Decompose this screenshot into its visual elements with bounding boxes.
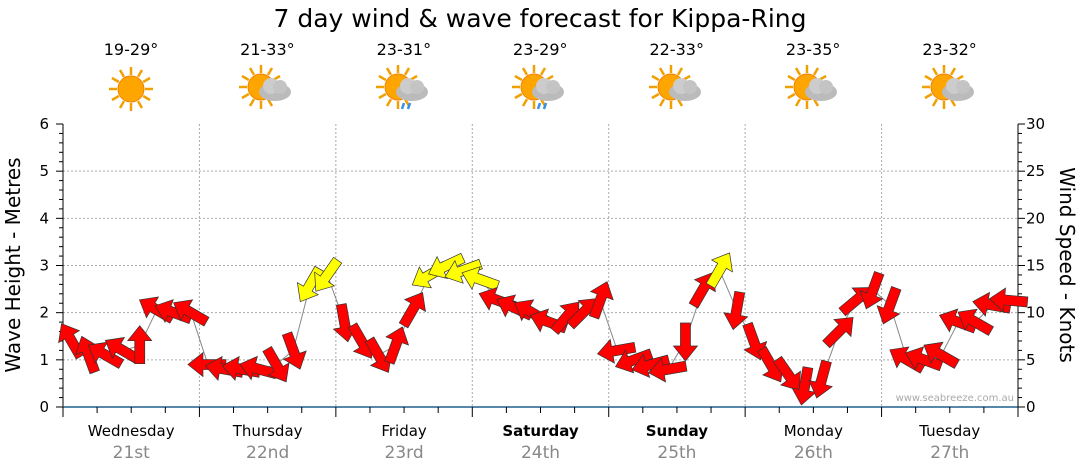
right-axis-title: Wind Speed - Knots: [1055, 167, 1079, 363]
left-tick-label: 5: [39, 162, 49, 180]
partly-cloudy-icon: [745, 65, 881, 113]
day-forecast: 23-31°: [336, 40, 472, 113]
left-tick-label: 6: [39, 115, 49, 133]
day-date-label: 21st: [113, 443, 150, 463]
chart-title: 7 day wind & wave forecast for Kippa-Rin…: [273, 4, 807, 33]
temperature-range: 23-32°: [922, 40, 977, 59]
temperature-range: 23-35°: [785, 40, 841, 59]
right-tick-label: 0: [1026, 398, 1036, 416]
right-tick-label: 25: [1026, 162, 1045, 180]
wind-arrow-mark: [822, 316, 854, 349]
left-tick-label: 0: [39, 398, 49, 416]
right-tick-label: 30: [1026, 115, 1045, 133]
wind-arrow-mark: [859, 270, 885, 310]
right-tick-label: 20: [1026, 209, 1045, 227]
wind-arrow-mark: [588, 281, 614, 320]
wind-arrow-mark: [384, 326, 410, 365]
day-forecast: 22-33°: [609, 40, 745, 113]
wind-arrow-mark: [808, 359, 833, 399]
wind-arrow-mark: [314, 256, 343, 292]
day-name-label: Saturday: [502, 422, 579, 440]
sunny-icon: [63, 65, 199, 113]
day-forecast: 19-29°: [63, 40, 199, 113]
wind-arrow-mark: [723, 290, 749, 331]
temperature-range: 22-33°: [649, 40, 704, 59]
wind-arrows: [58, 252, 1029, 406]
day-date-label: 25th: [657, 443, 696, 463]
wind-arrow-mark: [988, 287, 1029, 313]
day-forecast: 23-35°: [745, 40, 881, 113]
temperature-range: 19-29°: [103, 40, 159, 59]
wind-arrow-mark: [938, 308, 978, 334]
day-date-label: 26th: [794, 443, 833, 463]
left-axis-title: Wave Height - Metres: [1, 157, 25, 372]
wind-arrow-mark: [672, 322, 699, 362]
day-forecast: 21-33°: [199, 40, 335, 113]
wind-arrow-mark: [596, 338, 637, 364]
partly-cloudy-icon: [199, 65, 335, 113]
wind-arrow-mark: [127, 325, 153, 365]
sun-cloud-rain-icon: [336, 65, 472, 113]
sun-cloud-rain-icon: [472, 65, 608, 113]
right-tick-label: 10: [1026, 304, 1045, 322]
wind-trend-line: [190, 312, 209, 365]
day-name-label: Sunday: [646, 422, 709, 440]
day-name-label: Tuesday: [918, 422, 980, 440]
left-tick-label: 2: [39, 304, 49, 322]
left-tick-label: 4: [39, 209, 49, 227]
wind-trend-line: [599, 300, 618, 351]
wind-arrow-mark: [957, 308, 994, 336]
wind-trend-line: [940, 321, 959, 356]
wind-arrow-mark: [444, 258, 483, 284]
partly-cloudy-icon: [609, 65, 745, 113]
day-name-label: Wednesday: [88, 422, 175, 440]
right-tick-label: 15: [1026, 257, 1045, 275]
right-tick-label: 5: [1026, 351, 1036, 369]
day-date-label: 27th: [930, 443, 969, 463]
wind-arrow-mark: [262, 345, 290, 383]
wind-arrow-mark: [461, 266, 500, 291]
wind-arrow-mark: [154, 299, 193, 324]
day-date-label: 23rd: [385, 443, 424, 463]
wind-arrow-mark: [923, 341, 960, 369]
wind-arrow-mark: [173, 299, 210, 327]
day-forecast: 23-32°: [882, 40, 1018, 113]
wind-arrow-mark: [398, 292, 426, 329]
wind-arrow-mark: [904, 346, 944, 372]
day-date-label: 22nd: [246, 443, 289, 463]
left-tick-label: 1: [39, 351, 49, 369]
credit-text: www.seabreeze.com.au: [896, 393, 1014, 404]
wind-arrow-mark: [281, 331, 307, 370]
left-tick-label: 3: [39, 257, 49, 275]
day-name-label: Monday: [784, 422, 843, 440]
day-date-label: 24th: [521, 443, 560, 463]
partly-cloudy-icon: [882, 65, 1018, 113]
wind-arrow-mark: [772, 355, 801, 391]
temperature-range: 21-33°: [240, 40, 295, 59]
wind-arrow-mark: [876, 286, 902, 325]
day-name-label: Thursday: [232, 422, 303, 440]
wind-arrow-mark: [648, 357, 688, 383]
temperature-range: 23-31°: [376, 40, 432, 59]
day-name-label: Friday: [381, 422, 427, 440]
temperature-range: 23-29°: [513, 40, 568, 59]
day-forecast: 23-29°: [472, 40, 608, 113]
wind-arrow-mark: [705, 252, 733, 289]
